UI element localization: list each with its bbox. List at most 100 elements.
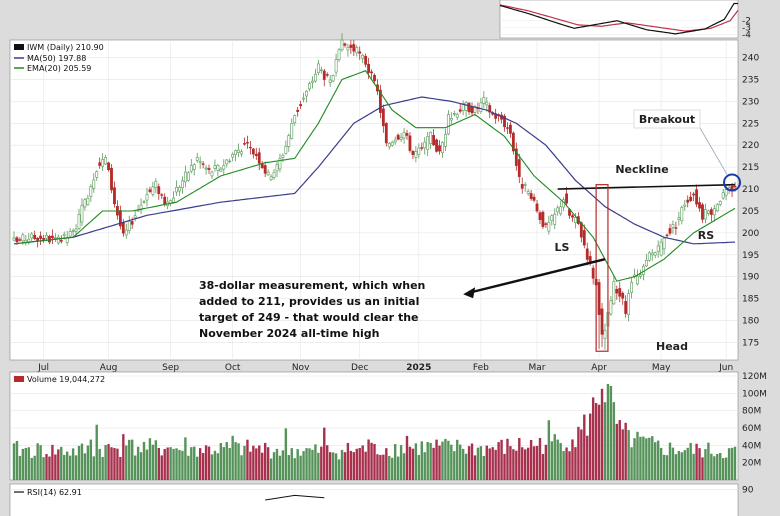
candle-body [331,75,335,82]
volume-bar [104,444,107,480]
volume-bar [166,447,169,480]
candle-body [393,139,397,143]
candle-body [647,252,651,261]
candle-body [438,145,441,152]
volume-bar [671,447,675,480]
candle-body [343,43,347,46]
volume-bar [358,447,361,480]
volume-bar [695,443,698,480]
volume-bar [334,453,338,480]
volume-bar [160,455,163,480]
volume-bar [408,446,412,480]
candle-body [467,102,471,113]
volume-bar [228,448,231,480]
candle-body [246,142,249,144]
candle-body [21,234,25,242]
volume-bar [713,456,716,480]
candle-body [124,229,128,236]
volume-bar [142,441,146,480]
candle-body [80,204,84,223]
candle-body [444,134,447,147]
volume-bar [193,446,196,480]
volume-bar [724,457,728,480]
target-arrow-line [470,258,606,294]
volume-bar [80,443,84,480]
candle-body [18,239,22,241]
candle-body [405,133,409,136]
candle-body [290,123,294,139]
volume-bar [302,451,305,480]
volume-bar [524,449,527,480]
rsi-series-line [265,494,325,501]
volume-bar [562,451,565,480]
price-tick-label: 240 [742,54,759,64]
candle-body [319,69,323,72]
volume-bar [665,455,669,480]
volume-bar [583,414,586,480]
volume-bar [74,455,78,480]
volume-bar [57,449,60,480]
candle-body [455,113,459,118]
volume-bar [727,448,731,480]
volume-bar [83,453,87,480]
volume-bar [586,435,589,480]
volume-bar [580,429,583,480]
candle-body [183,171,187,183]
volume-bar [500,439,503,480]
volume-bar [556,439,559,480]
month-label: May [652,363,671,373]
moving-average-lines [13,70,736,282]
candle-body [715,204,719,212]
volume-bar [139,452,143,480]
rsi-panel-frame [9,483,739,516]
candle-body [201,163,205,165]
candle-body [609,300,613,315]
macd-axis: -2-3-4 [742,17,751,41]
candle-body [547,222,551,232]
candle-body [650,252,654,256]
volume-bar [370,442,373,480]
candle-body [464,102,468,111]
candle-body [154,180,158,188]
candle-body [724,189,728,196]
legend-swatch-price [14,44,24,50]
candle-body [175,187,178,193]
candle-body [653,252,657,256]
candle-body [402,132,406,139]
candle-body [104,157,108,165]
candle-body [423,141,427,149]
candle-body [709,209,713,215]
candle-body [121,222,125,234]
volume-bar [733,446,737,480]
volume-bar [603,402,607,480]
measurement-box [595,184,609,352]
volume-bar [119,456,122,480]
candle-body [686,199,690,203]
candle-body [574,217,577,224]
candle-body [689,196,693,201]
volume-bar [196,456,199,480]
candle-body [322,70,326,80]
candle-body [148,189,152,192]
volume-bar [654,442,657,480]
volume-bar [721,458,725,480]
volume-bar [349,450,353,480]
candle-body [636,275,639,285]
candle-body [482,97,486,104]
candle-body [251,148,255,155]
volume-bar [261,452,264,480]
candle-body [591,267,595,279]
candle-body [248,146,252,149]
volume-bar [225,442,228,480]
volume-bar [668,442,672,480]
candle-body [541,211,545,227]
candle-body [151,186,155,195]
volume-bar [311,449,314,480]
candle-body [718,200,722,205]
price-tick-label: 235 [742,75,759,85]
rsi-tick-label: 90 [742,486,754,496]
volume-bar [379,454,382,480]
candle-body [337,49,341,60]
candle-body [346,47,350,51]
volume-bar [133,455,137,480]
